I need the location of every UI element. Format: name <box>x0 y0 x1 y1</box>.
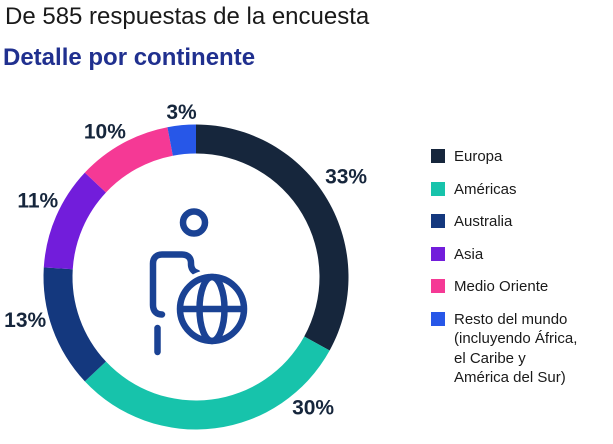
donut-segment-asia <box>43 172 106 270</box>
percent-label-asia: 11% <box>17 189 58 212</box>
donut-segment-resto-del-mundo <box>167 124 196 156</box>
legend-swatch <box>431 181 445 196</box>
percent-label-europa: 33% <box>325 165 367 188</box>
person-torso-icon <box>149 251 201 318</box>
globe-meridian-ellipse <box>196 273 228 345</box>
legend-label: Australia <box>454 213 513 230</box>
legend-label: Asia <box>454 245 484 263</box>
person-head-icon <box>179 208 209 237</box>
legend-item-americas: Américas <box>431 180 577 200</box>
legend-label: Medio Oriente <box>454 278 549 295</box>
percent-label-medio-oriente: 10% <box>84 121 126 144</box>
percent-label-australia: 13% <box>4 309 46 332</box>
legend-swatch <box>431 246 445 261</box>
donut-segment-australia <box>43 267 106 382</box>
legend-label: Europa <box>454 148 503 165</box>
donut-segment-americas <box>84 336 330 430</box>
legend: Europa Américas Australia Asia Medio Ori… <box>431 147 577 388</box>
donut-segment-medio-oriente <box>84 127 173 193</box>
page-title: De 585 respuestas de la encuesta <box>5 3 370 30</box>
legend-item-australia: Australia <box>431 212 577 232</box>
legend-swatch <box>431 311 445 326</box>
donut-percent-labels: 33% 30% 13% 11% 10% 3% <box>4 101 367 420</box>
chart-subtitle: Detalle por continente <box>3 44 256 71</box>
person-with-globe-icon <box>149 208 252 356</box>
legend-item-resto-del-mundo: Resto del mundo (incluyendo África, el C… <box>431 310 577 388</box>
legend-item-europa: Europa <box>431 147 577 167</box>
percent-label-americas: 30% <box>292 397 334 420</box>
legend-swatch <box>431 279 445 293</box>
donut-segment-europa <box>196 124 349 351</box>
legend-item-asia: Asia <box>431 245 577 265</box>
legend-label: Resto del mundo (incluyendo África, el C… <box>454 310 578 387</box>
legend-item-medio-oriente: Medio Oriente <box>431 277 577 297</box>
legend-label: Américas <box>454 180 517 198</box>
legend-swatch <box>431 214 445 228</box>
donut-segments <box>43 124 349 430</box>
percent-label-resto-del-mundo: 3% <box>166 101 197 124</box>
legend-swatch <box>431 149 445 163</box>
